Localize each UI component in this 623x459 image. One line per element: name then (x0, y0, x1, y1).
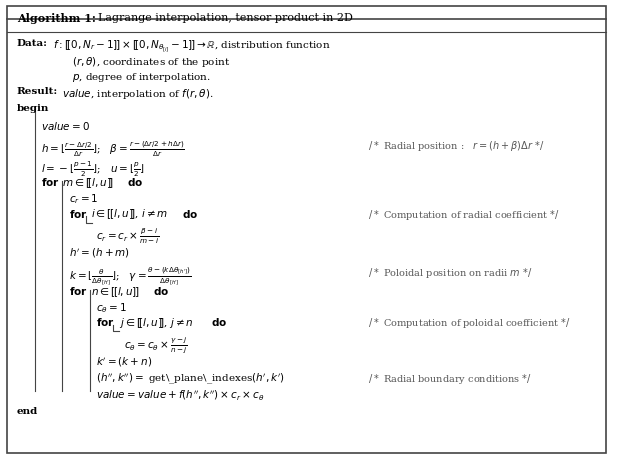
Text: $k' = (k + n)$: $k' = (k + n)$ (96, 356, 153, 369)
Text: $c_\theta = c_\theta \times \frac{\gamma - j}{n - j}$: $c_\theta = c_\theta \times \frac{\gamma… (123, 335, 188, 356)
Text: Result:: Result: (17, 87, 58, 96)
Text: $i \in [\![l, u]\!]$, $i \neq m$: $i \in [\![l, u]\!]$, $i \neq m$ (91, 207, 168, 221)
Text: $value = 0$: $value = 0$ (41, 120, 90, 132)
Text: $/*$ Radial boundary conditions $*/$: $/*$ Radial boundary conditions $*/$ (368, 372, 532, 386)
Text: $j \in [\![l, u]\!]$, $j \neq n$: $j \in [\![l, u]\!]$, $j \neq n$ (119, 316, 194, 330)
Text: $/*$ Computation of radial coefficient $*/$: $/*$ Computation of radial coefficient $… (368, 207, 559, 222)
Text: $(h'', k'') = $ get\_plane\_indexes$(h', k')$: $(h'', k'') = $ get\_plane\_indexes$(h',… (96, 372, 285, 386)
Text: $f : [\![0, N_r - 1]\!] \times [\![0, N_{\theta_{[i]}} - 1]\!] \to \mathbb{R}$, : $f : [\![0, N_r - 1]\!] \times [\![0, N_… (54, 39, 331, 54)
Text: $/*$ Poloidal position on radii $m$ $*/$: $/*$ Poloidal position on radii $m$ $*/$ (368, 266, 532, 280)
Text: $l = -\lfloor \frac{p-1}{2} \rfloor$;   $u = \lfloor \frac{p}{2} \rfloor$: $l = -\lfloor \frac{p-1}{2} \rfloor$; $u… (41, 159, 145, 179)
Text: $c_r = 1$: $c_r = 1$ (69, 192, 98, 206)
Text: $(r, \theta)$, coordinates of the point: $(r, \theta)$, coordinates of the point (72, 55, 230, 69)
Text: $m \in [\![l, u]\!]$: $m \in [\![l, u]\!]$ (62, 176, 115, 190)
FancyBboxPatch shape (7, 6, 606, 453)
Text: $\mathbf{for}$: $\mathbf{for}$ (41, 176, 60, 188)
Text: $c_\theta = 1$: $c_\theta = 1$ (96, 301, 127, 314)
Text: $\mathbf{do}$: $\mathbf{do}$ (126, 176, 143, 188)
Text: $\mathbf{for}$: $\mathbf{for}$ (96, 316, 115, 329)
Text: $value$, interpolation of $f(r, \theta)$.: $value$, interpolation of $f(r, \theta)$… (62, 87, 214, 101)
Text: $\mathbf{for}$: $\mathbf{for}$ (69, 207, 87, 220)
Text: $k = \lfloor \frac{\theta}{\Delta\theta_{[h']}}\rfloor$;   $\gamma = \frac{\thet: $k = \lfloor \frac{\theta}{\Delta\theta_… (69, 266, 191, 288)
Text: $p$, degree of interpolation.: $p$, degree of interpolation. (72, 71, 211, 84)
Text: $c_r = c_r \times \frac{\beta - i}{m - i}$: $c_r = c_r \times \frac{\beta - i}{m - i… (96, 226, 159, 246)
Text: $h' = (h + m)$: $h' = (h + m)$ (69, 247, 130, 260)
Text: $/*$ Radial position :   $r = (h + \beta)\Delta r$ $*/$: $/*$ Radial position : $r = (h + \beta)\… (368, 139, 545, 153)
Text: $\mathbf{do}$: $\mathbf{do}$ (153, 285, 169, 297)
Text: $/*$ Computation of poloidal coefficient $*/$: $/*$ Computation of poloidal coefficient… (368, 316, 571, 330)
Text: $n \in [\![l, u]\!]$: $n \in [\![l, u]\!]$ (91, 285, 140, 299)
Text: $value = value + f(h'', k'') \times c_r \times c_\theta$: $value = value + f(h'', k'') \times c_r … (96, 388, 265, 402)
Text: $\mathbf{do}$: $\mathbf{do}$ (211, 316, 227, 329)
Text: end: end (17, 407, 38, 416)
Text: Data:: Data: (17, 39, 48, 48)
Text: $\mathbf{do}$: $\mathbf{do}$ (181, 207, 197, 220)
Text: begin: begin (17, 104, 49, 113)
Text: $\mathbf{for}$: $\mathbf{for}$ (69, 285, 87, 297)
Text: $h = \lfloor \frac{r - \Delta r/2}{\Delta r} \rfloor$;   $\beta = \frac{r - (\De: $h = \lfloor \frac{r - \Delta r/2}{\Delt… (41, 139, 185, 159)
Text: Lagrange interpolation, tensor product in 2D: Lagrange interpolation, tensor product i… (98, 13, 353, 23)
Text: Algorithm 1:: Algorithm 1: (17, 13, 95, 24)
